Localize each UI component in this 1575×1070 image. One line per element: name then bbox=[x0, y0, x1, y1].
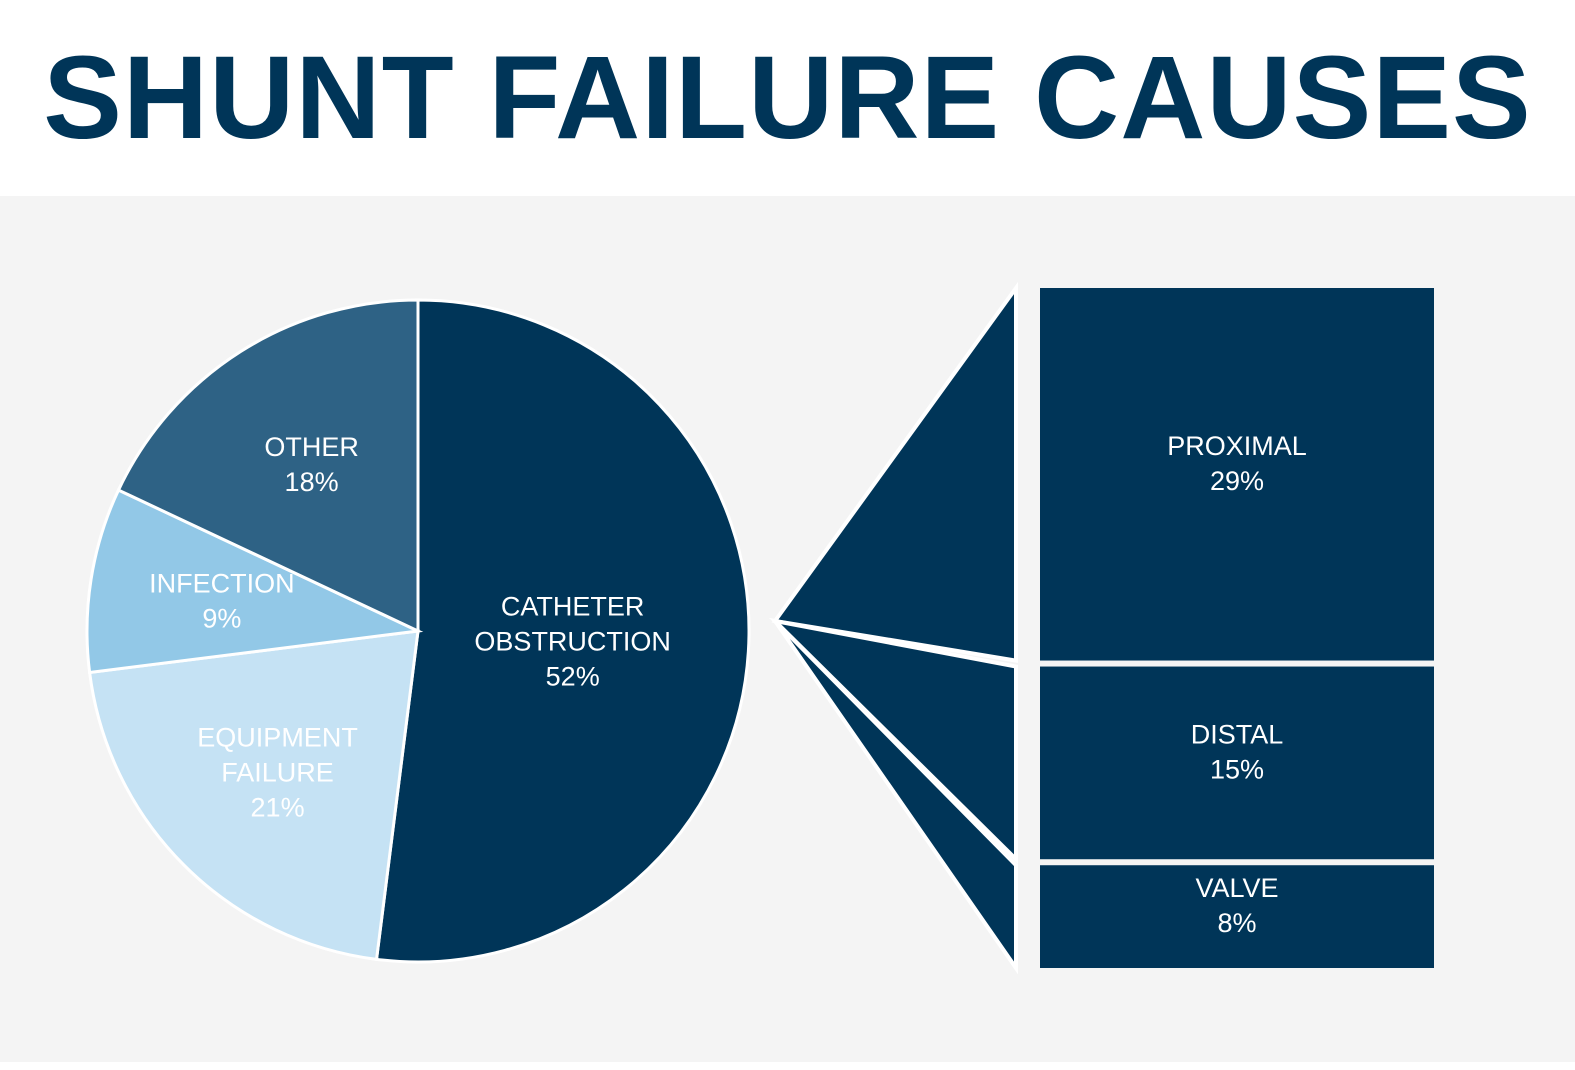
pie-slice-other-label: OTHER bbox=[264, 432, 359, 462]
breakdown-bar: PROXIMAL 29% DISTAL 15% VALVE 8% bbox=[1040, 288, 1434, 968]
chart-panel: CATHETER OBSTRUCTION 52% EQUIPMENT FAILURE 21… bbox=[0, 196, 1575, 1062]
bar-segment-proximal-value: 29% bbox=[1210, 466, 1264, 496]
pie-slice-catheter-obstruction-value: 52% bbox=[546, 662, 600, 692]
bar-segment-distal bbox=[1040, 666, 1434, 860]
breakdown-connector bbox=[768, 281, 1018, 975]
pie-chart: CATHETER OBSTRUCTION 52% EQUIPMENT FAILURE 21… bbox=[85, 298, 751, 964]
chart-svg: CATHETER OBSTRUCTION 52% EQUIPMENT FAILURE 21… bbox=[85, 281, 1434, 975]
pie-slice-infection-label: INFECTION bbox=[149, 568, 295, 598]
bar-segment-proximal-label: PROXIMAL bbox=[1167, 431, 1307, 461]
pie-slice-equipment-failure-value: 21% bbox=[251, 792, 305, 822]
pie-slice-other-value: 18% bbox=[285, 467, 339, 497]
bar-segment-distal-label: DISTAL bbox=[1191, 719, 1284, 749]
connector-wedge-proximal bbox=[771, 281, 1018, 663]
chart-title: SHUNT FAILURE CAUSES bbox=[43, 32, 1532, 164]
pie-slice-equipment-failure bbox=[87, 629, 420, 962]
bar-segment-distal-value: 15% bbox=[1210, 754, 1264, 784]
pie-slice-infection-value: 9% bbox=[202, 603, 241, 633]
pie-slice-catheter-obstruction-label: CATHETER bbox=[501, 592, 645, 622]
bar-segment-proximal bbox=[1040, 288, 1434, 661]
pie-slice-other bbox=[116, 298, 420, 634]
pie-slice-equipment-failure-label: FAILURE bbox=[221, 757, 334, 787]
bar-segment-valve-label: VALVE bbox=[1195, 873, 1278, 903]
pie-slice-equipment-failure-label: EQUIPMENT bbox=[197, 722, 358, 752]
pie-slice-infection bbox=[85, 488, 424, 675]
pie-slice-catheter-obstruction-label: OBSTRUCTION bbox=[474, 627, 671, 657]
connector-wedge-valve bbox=[773, 619, 1018, 975]
bar-segment-valve bbox=[1040, 865, 1434, 968]
bar-segment-valve-value: 8% bbox=[1217, 908, 1256, 938]
pie-slice-catheter-obstruction bbox=[374, 298, 751, 964]
